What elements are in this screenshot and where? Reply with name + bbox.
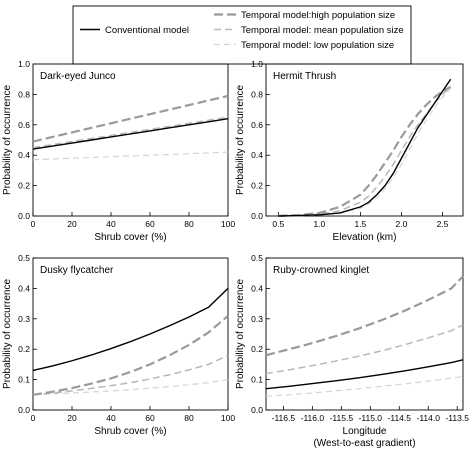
x-tick-label: 80 bbox=[184, 413, 194, 423]
panel-hermit-thrush: Hermit Thrush 0.5 1.0 1.5 2.0 2.5 0.0 0.2 0.4 0.6… bbox=[235, 59, 464, 243]
x-axis-sublabel: (West-to-east gradient) bbox=[313, 438, 415, 449]
legend-label-temporal-mean: Temporal model: mean population size bbox=[241, 25, 404, 36]
x-tick-label: 1.5 bbox=[354, 219, 366, 229]
x-tick-label: 40 bbox=[106, 219, 116, 229]
y-tick-label: 0.1 bbox=[18, 375, 30, 385]
y-tick-label: 1.0 bbox=[18, 59, 30, 69]
series-temporal-low bbox=[32, 379, 229, 396]
x-tick-label: 60 bbox=[145, 413, 155, 423]
y-tick-label: 0.0 bbox=[251, 405, 263, 415]
y-axis-label: Probability of occurrence bbox=[2, 279, 13, 389]
x-tick-label: -113.5 bbox=[445, 413, 469, 423]
y-tick-label: 0.2 bbox=[18, 344, 30, 354]
series-temporal-high bbox=[32, 314, 229, 396]
x-axis-label: Longitude bbox=[343, 426, 387, 437]
panel-title: Hermit Thrush bbox=[273, 71, 336, 82]
series-temporal-low bbox=[32, 151, 229, 161]
x-tick-label: 80 bbox=[184, 219, 194, 229]
series-conventional bbox=[265, 359, 464, 390]
chart-panels: Dark-eyed Junco 0 20 40 60 80 100 0.0 0.2 0.4 0.6 0… bbox=[2, 59, 469, 449]
y-tick-label: 0.3 bbox=[18, 314, 30, 324]
x-axis-label: Shrub cover (%) bbox=[94, 426, 166, 437]
y-tick-label: 0.3 bbox=[251, 314, 263, 324]
y-tick-label: 0.8 bbox=[18, 89, 30, 99]
x-tick-label: -116.0 bbox=[301, 413, 325, 423]
x-tick-label: 0 bbox=[31, 219, 36, 229]
legend: Conventional model Temporal model:high po… bbox=[72, 5, 412, 65]
y-tick-label: 0.2 bbox=[251, 181, 263, 191]
y-axis-label: Probability of occurrence bbox=[2, 85, 13, 195]
x-tick-label: 40 bbox=[106, 413, 116, 423]
panel-dusky-flycatcher: Dusky flycatcher 0 20 40 60 80 100 0.0 0.1 0.2 0.3… bbox=[2, 253, 235, 437]
series-temporal-mean bbox=[32, 116, 229, 149]
y-axis-label: Probability of occurrence bbox=[235, 279, 246, 389]
y-tick-label: 0.5 bbox=[18, 253, 30, 263]
y-tick-label: 0.2 bbox=[251, 344, 263, 354]
x-tick-label: 100 bbox=[221, 413, 235, 423]
series-temporal-high bbox=[32, 94, 229, 143]
y-tick-label: 0.4 bbox=[251, 150, 263, 160]
x-axis-label: Shrub cover (%) bbox=[94, 232, 166, 243]
x-tick-label: -114.0 bbox=[416, 413, 440, 423]
plot-frame bbox=[265, 63, 464, 217]
x-tick-label: 0.5 bbox=[272, 219, 284, 229]
y-tick-label: 0.4 bbox=[18, 283, 30, 293]
y-axis-label: Probability of occurrence bbox=[235, 85, 246, 195]
y-tick-label: 0.2 bbox=[18, 181, 30, 191]
legend-box bbox=[72, 5, 412, 65]
y-tick-label: 0.4 bbox=[251, 283, 263, 293]
legend-label-temporal-high: Temporal model:high population size bbox=[241, 10, 395, 21]
plot-frame bbox=[32, 63, 229, 217]
series-temporal-low bbox=[265, 375, 464, 397]
x-axis-label: Elevation (km) bbox=[333, 232, 397, 243]
y-tick-label: 0.4 bbox=[18, 150, 30, 160]
plot-frame bbox=[265, 257, 464, 411]
y-tick-label: 0.0 bbox=[18, 211, 30, 221]
y-tick-label: 0.6 bbox=[18, 120, 30, 130]
panel-title: Ruby-crowned kinglet bbox=[273, 265, 369, 276]
x-tick-label: 60 bbox=[145, 219, 155, 229]
series-conventional bbox=[32, 287, 229, 372]
x-tick-label: -116.5 bbox=[272, 413, 296, 423]
y-tick-label: 1.0 bbox=[251, 59, 263, 69]
y-tick-label: 0.0 bbox=[18, 405, 30, 415]
x-tick-label: 20 bbox=[67, 219, 77, 229]
x-tick-label: -115.0 bbox=[359, 413, 383, 423]
x-tick-label: 0 bbox=[31, 413, 36, 423]
y-tick-label: 0.6 bbox=[251, 120, 263, 130]
series-conventional bbox=[278, 78, 452, 217]
panel-title: Dusky flycatcher bbox=[40, 265, 114, 276]
x-tick-label: 2.5 bbox=[437, 219, 449, 229]
series-conventional bbox=[32, 118, 229, 150]
series-temporal-high bbox=[278, 85, 452, 217]
x-tick-label: 2.0 bbox=[396, 219, 408, 229]
series-temporal-high bbox=[265, 275, 464, 357]
y-tick-label: 0.1 bbox=[251, 375, 263, 385]
x-tick-label: 20 bbox=[67, 413, 77, 423]
series-temporal-mean bbox=[265, 324, 464, 375]
x-tick-label: 1.0 bbox=[313, 219, 325, 229]
panel-dark-eyed-junco: Dark-eyed Junco 0 20 40 60 80 100 0.0 0.2 0.4 0.6 0… bbox=[2, 59, 235, 243]
x-tick-label: 100 bbox=[221, 219, 235, 229]
x-tick-label: -115.5 bbox=[330, 413, 354, 423]
panel-ruby-crowned-kinglet: Ruby-crowned kinglet -116.5 -116.0 -115.5 -1… bbox=[235, 253, 469, 449]
legend-label-conventional: Conventional model bbox=[105, 25, 189, 36]
y-tick-label: 0.5 bbox=[251, 253, 263, 263]
panel-title: Dark-eyed Junco bbox=[40, 71, 116, 82]
plot-frame bbox=[32, 257, 229, 411]
x-tick-label: -114.5 bbox=[388, 413, 412, 423]
y-tick-label: 0.8 bbox=[251, 89, 263, 99]
legend-label-temporal-low: Temporal model: low population size bbox=[241, 40, 394, 51]
y-tick-label: 0.0 bbox=[251, 211, 263, 221]
